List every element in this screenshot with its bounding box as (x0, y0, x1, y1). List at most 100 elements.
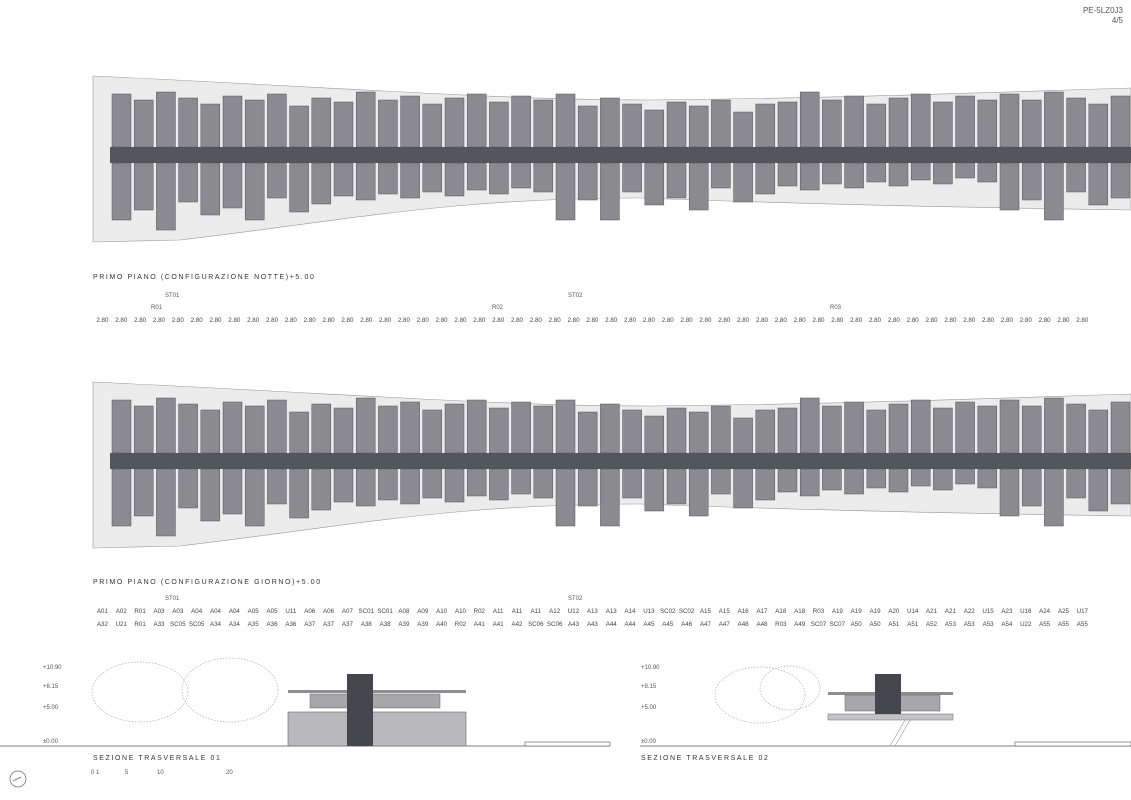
housing-block (866, 409, 887, 454)
housing-block (1021, 468, 1042, 507)
night-row-cell: 2.80 (944, 317, 957, 324)
level-5-00-s1: +5.00 (43, 705, 59, 711)
day-row1-cell: A04 (209, 608, 221, 615)
housing-block (644, 415, 665, 454)
housing-block (955, 401, 975, 454)
housing-block (755, 162, 776, 195)
day-row1-cell: A11 (511, 608, 523, 615)
sheet-code: PE-5LZ0J3 4/5 (1083, 6, 1123, 26)
housing-block (1066, 403, 1086, 454)
night-row-cell: 2.80 (793, 317, 806, 324)
night-row-cell: 2.80 (416, 317, 429, 324)
night-row-cell: 2.80 (492, 317, 505, 324)
day-row1-cell: A12 (549, 608, 561, 615)
housing-block (888, 403, 909, 454)
night-row-cell: 2.80 (812, 317, 825, 324)
night-row-cell: 2.80 (360, 317, 373, 324)
housing-block (289, 468, 309, 519)
housing-block (178, 162, 198, 203)
housing-block (555, 93, 576, 148)
housing-block (555, 399, 576, 454)
floor-plan-night (92, 75, 1131, 243)
housing-block (844, 468, 864, 495)
housing-block (311, 403, 332, 454)
day-row1-cell: A08 (398, 608, 410, 615)
housing-block (666, 162, 687, 199)
day-row2-cell: A43 (586, 621, 598, 628)
day-row2-cell: A37 (323, 621, 335, 628)
day-row2-cell: A42 (511, 621, 523, 628)
housing-block (755, 468, 776, 501)
housing-block (644, 109, 665, 148)
housing-block (1021, 405, 1042, 454)
housing-block (888, 468, 909, 493)
housing-block (1044, 468, 1064, 527)
day-row2-cell: A45 (643, 621, 655, 628)
housing-block (311, 468, 332, 511)
day-row1-cell: A02 (115, 608, 127, 615)
day-row1-cell: A15 (699, 608, 711, 615)
day-row2-cell: A44 (624, 621, 636, 628)
housing-block (200, 468, 221, 522)
day-row1-cell: SC02 (678, 608, 695, 615)
housing-block (999, 399, 1020, 454)
day-row1-cell: A25 (1057, 608, 1069, 615)
housing-block (244, 405, 265, 454)
housing-block (511, 401, 531, 454)
housing-block (222, 401, 243, 454)
housing-block (755, 409, 776, 454)
day-row1-cell: A06 (323, 608, 335, 615)
housing-block (511, 468, 531, 495)
night-dimension-row: 2.80 2.80 2.80 2.80 2.80 2.80 2.80 2.80 2.80 2.80… (93, 317, 1092, 324)
day-row2-cell: A52 (926, 621, 938, 628)
day-row1-cell: R03 (812, 608, 825, 615)
housing-block (267, 162, 287, 199)
housing-block (977, 99, 998, 148)
day-row1-cell: A04 (191, 608, 203, 615)
housing-block (267, 399, 287, 454)
night-row-cell: 2.80 (868, 317, 882, 324)
housing-block (378, 162, 398, 195)
housing-block (355, 468, 376, 507)
housing-block (244, 162, 265, 221)
housing-block (133, 405, 154, 454)
day-row2-cell: SC07 (810, 621, 827, 628)
day-row2-cell: A34 (209, 621, 221, 628)
day-row2-cell: A34 (228, 621, 240, 628)
housing-block (133, 99, 154, 148)
night-row-cell: 2.80 (718, 317, 731, 324)
night-row-cell: 2.80 (228, 317, 241, 324)
housing-block (533, 468, 554, 499)
day-row2-cell: A49 (794, 621, 806, 628)
night-row-cell: 2.80 (737, 317, 750, 324)
night-row-cell: 2.80 (850, 317, 863, 324)
housing-block (178, 468, 198, 509)
day-plan-title: PRIMO PIANO (CONFIGURAZIONE GIORNO)+5.00 (93, 579, 322, 586)
housing-block (955, 162, 975, 179)
housing-block (577, 411, 598, 454)
day-row1-cell: A14 (624, 608, 636, 615)
level-5-00-s2: +5.00 (641, 705, 657, 711)
housing-block (511, 95, 531, 148)
day-row2-cell: A55 (1057, 621, 1069, 628)
housing-block (755, 103, 776, 148)
day-row2-cell: A38 (360, 621, 372, 628)
housing-block (156, 397, 176, 454)
housing-block (688, 411, 709, 454)
housing-block (1066, 97, 1086, 148)
day-row2-cell: A48 (756, 621, 768, 628)
day-row1-cell: U16 (1020, 608, 1032, 615)
housing-block (666, 407, 687, 454)
day-row2-cell: A38 (379, 621, 391, 628)
housing-block (466, 399, 487, 454)
housing-block (799, 91, 820, 148)
housing-block (422, 103, 443, 148)
night-row-cell: 2.80 (152, 317, 165, 324)
housing-block (533, 162, 554, 193)
housing-block (444, 403, 465, 454)
night-row-cell: 2.80 (831, 317, 844, 324)
housing-block (533, 99, 554, 148)
housing-block (289, 411, 309, 454)
day-row1-cell: A15 (718, 608, 730, 615)
night-row-cell: 2.80 (473, 317, 486, 324)
